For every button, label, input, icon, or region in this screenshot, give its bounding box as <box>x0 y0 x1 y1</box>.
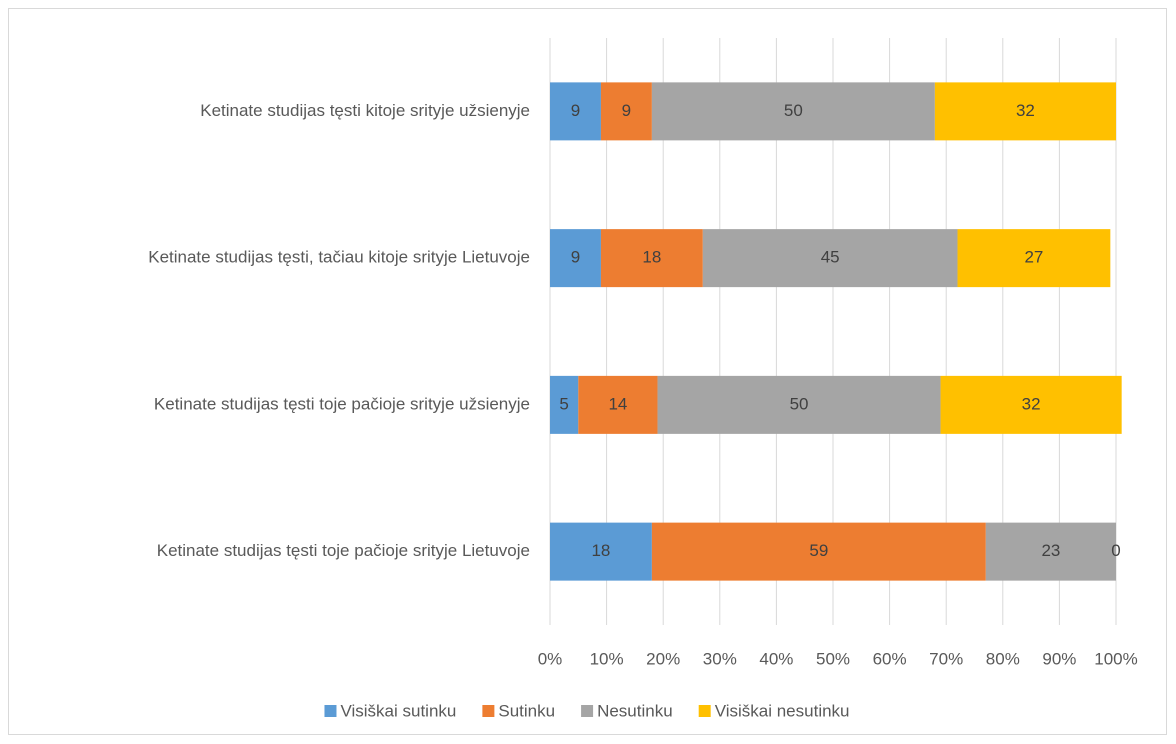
legend-label: Nesutinku <box>597 701 673 720</box>
y-tick-label: Ketinate studijas tęsti kitoje srityje u… <box>200 101 530 120</box>
data-label: 45 <box>821 248 840 267</box>
bar-segment <box>550 375 579 434</box>
data-label: 18 <box>591 541 610 560</box>
data-label: 50 <box>784 101 803 120</box>
y-tick-label: Ketinate studijas tęsti, tačiau kitoje s… <box>148 248 530 267</box>
x-tick-label: 30% <box>703 649 737 668</box>
x-tick-label: 0% <box>538 649 563 668</box>
bar-segment <box>578 375 658 434</box>
x-tick-label: 80% <box>986 649 1020 668</box>
bar-segment <box>550 522 652 581</box>
x-tick-label: 100% <box>1094 649 1137 668</box>
data-label: 5 <box>559 394 568 413</box>
bar-segment <box>934 82 1116 141</box>
x-tick-label: 70% <box>929 649 963 668</box>
data-label: 27 <box>1024 248 1043 267</box>
legend-label: Sutinku <box>498 701 555 720</box>
bar-segment <box>985 522 1116 581</box>
data-label: 59 <box>809 541 828 560</box>
legend-swatch <box>581 705 594 717</box>
bar-segment <box>550 82 601 141</box>
x-tick-label: 90% <box>1042 649 1076 668</box>
y-tick-label: Ketinate studijas tęsti toje pačioje sri… <box>157 541 530 560</box>
data-label: 9 <box>571 101 580 120</box>
data-label: 23 <box>1041 541 1060 560</box>
bar-segment <box>600 82 652 141</box>
data-label: 9 <box>622 101 631 120</box>
x-tick-label: 60% <box>873 649 907 668</box>
legend-swatch <box>324 705 337 717</box>
legend-label: Visiškai nesutinku <box>715 701 850 720</box>
data-label: 0 <box>1111 541 1120 560</box>
data-label: 32 <box>1022 394 1041 413</box>
data-label: 18 <box>642 248 661 267</box>
legend-swatch <box>482 705 495 717</box>
bar-segment <box>600 229 703 288</box>
bar-segment <box>651 522 986 581</box>
x-tick-label: 50% <box>816 649 850 668</box>
data-label: 9 <box>571 248 580 267</box>
bar-segment <box>657 375 941 434</box>
bar-segment <box>702 229 958 288</box>
data-label: 14 <box>608 394 627 413</box>
bar-segment <box>651 82 935 141</box>
legend-label: Visiškai sutinku <box>340 701 456 720</box>
bar-segment <box>550 229 601 288</box>
data-label: 32 <box>1016 101 1035 120</box>
data-label: 50 <box>790 394 809 413</box>
y-tick-label: Ketinate studijas tęsti toje pačioje sri… <box>154 394 530 413</box>
x-tick-label: 20% <box>646 649 680 668</box>
x-tick-label: 10% <box>590 649 624 668</box>
bar-segment <box>940 375 1122 434</box>
legend-swatch <box>698 705 711 717</box>
x-tick-label: 40% <box>759 649 793 668</box>
bar-segment <box>957 229 1111 288</box>
